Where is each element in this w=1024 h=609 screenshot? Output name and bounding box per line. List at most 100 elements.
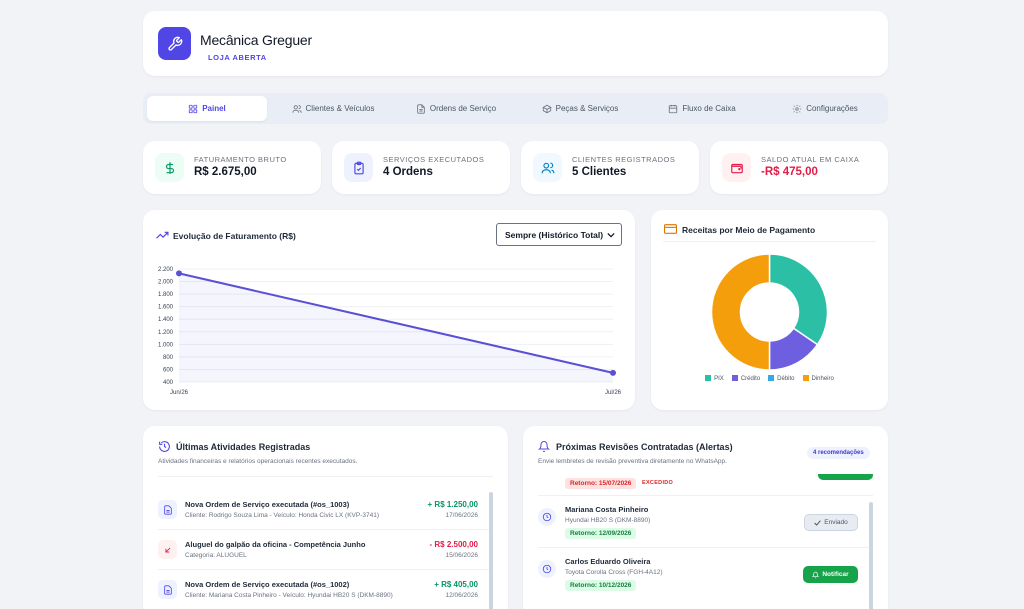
document-icon: [158, 500, 177, 519]
notify-button[interactable]: [818, 474, 873, 480]
tab-label: Peças & Serviços: [555, 104, 619, 113]
overdue-tag: EXCEDIDO: [642, 480, 674, 486]
section-subtitle: Atividades financeiras e relatórios oper…: [158, 458, 358, 465]
legend-label: PIX: [714, 376, 724, 382]
stat-servicos: SERVIÇOS EXECUTADOS 4 Ordens: [332, 141, 510, 194]
chart-legend: PIX Crédito Débito Dinheiro: [651, 375, 888, 382]
tab-pecas[interactable]: Peças & Serviços: [520, 96, 640, 121]
client-name: Mariana Costa Pinheiro: [565, 505, 649, 514]
notify-button[interactable]: Notificar: [803, 566, 858, 583]
x-tick-label: Jun/26: [170, 390, 189, 396]
y-tick-label: 2.200: [158, 267, 174, 273]
return-date-badge: Retorno: 15/07/2026: [565, 478, 637, 489]
sent-button[interactable]: Enviado: [804, 514, 858, 531]
y-tick-label: 600: [163, 367, 174, 373]
stat-label: SALDO ATUAL EM CAIXA: [761, 155, 860, 164]
legend-item: Débito: [768, 375, 795, 382]
activity-title: Nova Ordem de Serviço executada (#os_100…: [185, 500, 350, 509]
scrollbar[interactable]: [869, 502, 873, 609]
section-title: Últimas Atividades Registradas: [176, 442, 311, 452]
document-icon: [158, 580, 177, 599]
period-select[interactable]: Sempre (Histórico Total): [496, 223, 622, 246]
revisions-card: Próximas Revisões Contratadas (Alertas) …: [523, 426, 888, 609]
activity-amount: - R$ 2.500,00: [429, 540, 478, 549]
header-card: Mecânica Greguer LOJA ABERTA: [143, 11, 888, 76]
chart-title: Evolução de Faturamento (R$): [173, 231, 296, 241]
divider: [538, 547, 873, 548]
x-tick-label: Jul/26: [605, 390, 622, 396]
legend-swatch: [802, 375, 809, 381]
grid-icon: [189, 104, 198, 113]
tab-configuracoes[interactable]: Configurações: [765, 96, 885, 121]
series-line: [178, 272, 614, 374]
stat-saldo: SALDO ATUAL EM CAIXA -R$ 475,00: [710, 141, 888, 194]
chart-title: Receitas por Meio de Pagamento: [682, 225, 816, 235]
shop-status-badge: LOJA ABERTA: [208, 53, 267, 62]
tab-label: Painel: [202, 104, 226, 113]
trending-up-icon: [156, 231, 169, 239]
tab-fluxo[interactable]: Fluxo de Caixa: [642, 96, 762, 121]
legend-swatch: [768, 375, 775, 381]
tab-ordens[interactable]: Ordens de Serviço: [396, 96, 516, 121]
activity-subtitle: Cliente: Mariana Costa Pinheiro - Veícul…: [185, 592, 393, 599]
divider: [663, 241, 876, 242]
donut-chart: [710, 253, 829, 371]
section-subtitle: Envie lembretes de revisão preventiva di…: [538, 458, 727, 465]
bell-icon: [538, 441, 550, 452]
divider: [538, 495, 873, 496]
stat-label: CLIENTES REGISTRADOS: [572, 155, 676, 164]
box-icon: [542, 104, 552, 113]
divider: [158, 569, 493, 570]
list-item[interactable]: Aluguel do galpão da oficina - Competênc…: [158, 536, 493, 576]
bell-icon: [812, 571, 820, 578]
legend-item: PIX: [705, 375, 724, 382]
y-tick-label: 1.600: [158, 305, 174, 311]
legend-swatch: [705, 375, 712, 381]
activity-date: 15/06/2026: [445, 552, 478, 559]
list-item[interactable]: Nova Ordem de Serviço executada (#os_100…: [158, 576, 493, 609]
clock-icon: [538, 560, 556, 578]
users-icon: [291, 104, 302, 113]
scrollbar[interactable]: [489, 492, 493, 609]
payment-chart-card: Receitas por Meio de Pagamento PIX Crédit…: [651, 210, 888, 410]
tab-painel[interactable]: Painel: [147, 96, 267, 121]
legend-swatch: [731, 375, 738, 381]
y-tick-label: 2.000: [158, 280, 174, 286]
client-name: Carlos Eduardo Oliveira: [565, 557, 651, 566]
list-item: Mariana Costa Pinheiro Hyundai HB20 S (D…: [538, 500, 873, 544]
list-item: Carlos Eduardo Oliveira Toyota Corolla C…: [538, 552, 873, 596]
stat-value: 4 Ordens: [383, 166, 433, 178]
section-title: Próximas Revisões Contratadas (Alertas): [556, 442, 733, 452]
wrench-icon: [158, 27, 191, 60]
tab-label: Fluxo de Caixa: [682, 104, 736, 113]
stat-value: -R$ 475,00: [761, 166, 818, 178]
tab-clientes[interactable]: Clientes & Veículos: [273, 96, 393, 121]
stat-faturamento: FATURAMENTO BRUTO R$ 2.675,00: [143, 141, 321, 194]
credit-card-icon: [664, 224, 677, 234]
wallet-icon: [722, 153, 751, 182]
history-icon: [159, 441, 170, 452]
legend-label: Débito: [777, 376, 795, 382]
vehicle: Hyundai HB20 S (DKM-8890): [565, 517, 651, 524]
return-date-badge: Retorno: 10/12/2026: [565, 580, 637, 591]
pie-slice-dinheiro: [710, 253, 771, 371]
data-point: [176, 270, 182, 277]
y-tick-label: 1.200: [158, 330, 174, 336]
legend-label: Crédito: [740, 376, 761, 382]
data-point: [610, 369, 616, 376]
activity-subtitle: Categoria: ALUGUEL: [185, 552, 247, 559]
y-tick-label: 1.800: [158, 292, 174, 298]
line-chart: 2.200 2.000 1.800 1.600 1.400 1.200 1.000 800 60…: [158, 267, 622, 396]
activity-amount: + R$ 1.250,00: [427, 500, 478, 509]
y-tick-label: 1.000: [158, 342, 174, 348]
list-item[interactable]: Nova Ordem de Serviço executada (#os_100…: [158, 496, 493, 536]
y-tick-label: 1.400: [158, 317, 174, 323]
stat-value: 5 Clientes: [572, 166, 627, 178]
revenue-chart-card: Evolução de Faturamento (R$) Sempre (His…: [143, 210, 635, 410]
stat-clientes: CLIENTES REGISTRADOS 5 Clientes: [521, 141, 699, 194]
y-tick-label: 400: [163, 380, 174, 386]
divider: [158, 476, 493, 477]
arrow-down-left-icon: [158, 540, 177, 559]
y-tick-label: 800: [163, 355, 174, 361]
activity-date: 17/06/2026: [445, 512, 478, 519]
